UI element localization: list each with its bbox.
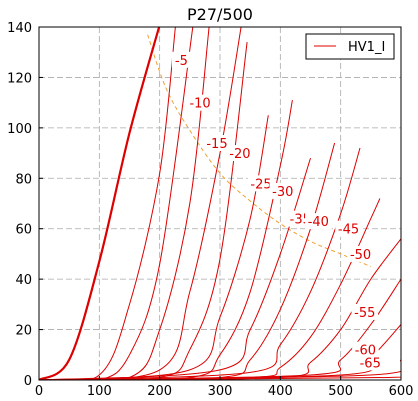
x-tick-label: 500	[328, 384, 353, 399]
plate-curve	[39, 27, 176, 380]
curve-label-bg	[347, 245, 374, 262]
max-dissipation-curve	[147, 34, 371, 267]
x-tick-label: 400	[268, 384, 293, 399]
plate-curve	[39, 27, 242, 380]
y-tick-label: 80	[15, 172, 32, 187]
curve-label: -5	[175, 54, 188, 69]
curve-label-bg	[247, 175, 275, 192]
curve-label: -15	[206, 137, 227, 152]
plate-curve	[39, 27, 161, 380]
curve-label: -30	[272, 185, 293, 200]
curve-labels: -5-10-15-20-25-30-35-40-45-50-55-60-65	[171, 51, 384, 371]
curve-label-bg	[171, 51, 191, 68]
plate-curves	[39, 27, 401, 380]
legend-entry: HV1_I	[348, 40, 385, 55]
y-tick-label: 0	[24, 374, 32, 389]
curve-label-bg	[335, 220, 362, 237]
y-tick-label: 40	[15, 273, 32, 288]
chart-title: P27/500	[187, 5, 253, 24]
x-tick-label: 300	[208, 384, 233, 399]
curve-label-bg	[356, 354, 384, 371]
legend: HV1_I	[305, 33, 395, 60]
curve-label: -45	[338, 223, 359, 238]
x-tick-label: 600	[389, 384, 414, 399]
curve-label-bg	[226, 145, 254, 162]
curve-label-bg	[305, 213, 332, 230]
x-tick-label: 200	[147, 384, 172, 399]
y-tick-label: 140	[7, 21, 32, 36]
curve-label-bg	[352, 341, 379, 358]
x-tick-label: 0	[35, 384, 43, 399]
plate-curve	[39, 27, 194, 380]
curve-label: -25	[250, 177, 271, 192]
y-tick-label: 60	[15, 223, 32, 238]
curve-label: -40	[308, 215, 329, 230]
curve-label-bg	[186, 94, 214, 111]
curve-label: -55	[354, 306, 375, 321]
curve-label-bg	[203, 134, 231, 151]
grid-lines	[39, 27, 401, 380]
x-tick-label: 100	[87, 384, 112, 399]
axis-ticks: 0 100 200 300 400 500 600 0 20 40 60 80 100 120 140	[7, 21, 413, 399]
curve-label: -65	[360, 356, 381, 371]
curve-label-bg	[269, 182, 296, 199]
y-tick-label: 100	[7, 122, 32, 137]
y-tick-label: 20	[15, 324, 32, 339]
plate-curve	[39, 147, 361, 380]
curve-label: -50	[350, 248, 371, 263]
curve-label: -10	[189, 97, 210, 112]
curve-label: -20	[229, 147, 250, 162]
y-tick-label: 120	[7, 71, 32, 86]
curve-label-bg	[351, 303, 379, 320]
plate-curve	[39, 27, 210, 380]
max-dissipation-line	[147, 34, 371, 267]
